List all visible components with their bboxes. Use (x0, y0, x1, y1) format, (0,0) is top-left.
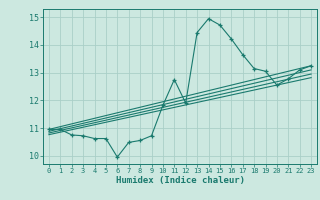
X-axis label: Humidex (Indice chaleur): Humidex (Indice chaleur) (116, 176, 244, 185)
